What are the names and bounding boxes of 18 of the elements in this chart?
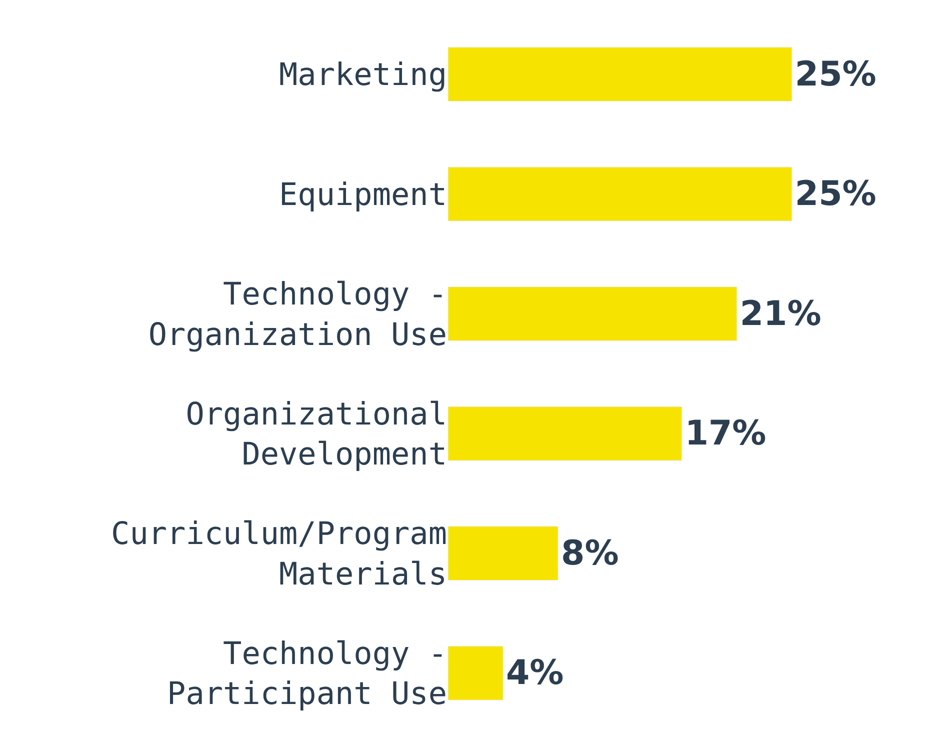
- y-tick-label: Technology - Organization Use: [148, 276, 447, 353]
- data-label: 21%: [740, 294, 822, 334]
- y-tick-label: Technology - Participant Use: [167, 636, 447, 712]
- bar: [448, 166, 792, 222]
- data-label: 4%: [506, 653, 564, 694]
- y-tick-label: Organizational Development: [186, 396, 447, 473]
- bar: [448, 646, 504, 700]
- data-label: 8%: [561, 533, 619, 574]
- bar: [448, 406, 682, 461]
- y-tick-label: Equipment: [279, 176, 447, 213]
- bar: [448, 47, 792, 102]
- y-tick-label: Marketing: [279, 57, 447, 94]
- data-label: 25%: [794, 174, 876, 214]
- bar: [448, 286, 738, 341]
- data-label: 25%: [794, 54, 876, 94]
- y-tick-label: Curriculum/Program Materials: [111, 516, 447, 592]
- bar: [448, 526, 558, 581]
- data-label: 17%: [684, 414, 766, 454]
